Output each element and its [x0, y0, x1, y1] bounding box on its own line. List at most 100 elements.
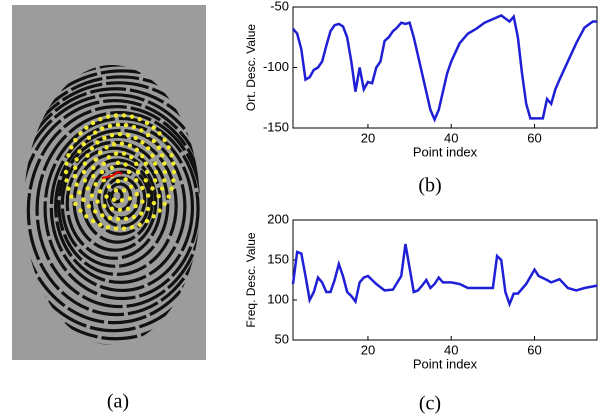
sample-point — [127, 143, 133, 148]
sample-point — [93, 130, 98, 135]
sample-point — [166, 145, 171, 150]
sample-point — [72, 165, 78, 170]
sample-point — [151, 138, 157, 144]
sample-point — [115, 179, 121, 184]
sample-point — [104, 194, 109, 199]
sample-point — [123, 177, 128, 182]
sample-point — [111, 197, 117, 202]
sample-point — [171, 169, 177, 175]
sample-point — [69, 145, 74, 150]
sample-point — [152, 161, 158, 166]
sample-point — [131, 214, 137, 220]
sample-point — [90, 218, 96, 224]
sample-point — [100, 126, 105, 131]
sample-point — [162, 201, 167, 207]
orientation-marker — [101, 170, 123, 179]
ridge — [24, 93, 200, 333]
sample-point — [119, 141, 125, 146]
sample-point — [137, 222, 142, 227]
sample-point — [140, 185, 145, 191]
ridge — [43, 116, 200, 301]
sample-point — [104, 145, 109, 150]
sample-point — [64, 161, 69, 166]
sample-point — [82, 178, 88, 183]
y-tick-label: 150 — [267, 251, 289, 266]
x-axis-label: Point index — [413, 356, 478, 371]
x-tick-label: 20 — [361, 342, 375, 357]
sample-point — [144, 218, 150, 224]
sample-point — [162, 137, 167, 143]
y-tick-label: -50 — [270, 0, 289, 13]
sample-point — [101, 178, 106, 183]
sample-point — [98, 189, 103, 194]
sample-points — [63, 113, 177, 231]
sample-point — [73, 201, 78, 207]
sample-point — [63, 169, 69, 175]
sample-point — [66, 186, 71, 191]
sample-point — [123, 122, 129, 128]
sample-point — [140, 140, 145, 145]
sample-point — [139, 211, 144, 216]
sample-point — [72, 174, 78, 179]
sample-point — [127, 196, 133, 201]
sample-point — [106, 155, 111, 160]
sample-point — [105, 114, 111, 119]
sample-point — [166, 194, 171, 199]
sample-point — [126, 169, 132, 175]
data-line — [292, 13, 597, 123]
sample-point — [159, 153, 165, 158]
sample-point — [77, 190, 82, 195]
y-tick-label: 200 — [267, 211, 289, 226]
sample-point — [140, 153, 145, 159]
sample-point — [143, 178, 149, 183]
sample-point — [85, 153, 90, 158]
caption: (c) — [419, 393, 441, 415]
ridge — [24, 87, 200, 341]
ridge — [97, 170, 147, 228]
y-tick-label: 100 — [267, 291, 289, 306]
sample-point — [159, 186, 165, 191]
sample-point — [123, 162, 128, 167]
sample-point — [152, 178, 158, 183]
sample-point — [86, 135, 92, 141]
sample-point — [78, 131, 83, 136]
sample-point — [66, 153, 71, 158]
y-axis-label: Ort. Desc. Value — [244, 24, 258, 111]
sample-point — [133, 203, 138, 209]
sample-point — [115, 217, 121, 222]
ridge — [57, 134, 178, 276]
sample-point — [129, 225, 135, 230]
sample-point — [90, 120, 96, 126]
ridge — [26, 105, 200, 317]
x-tick-label: 20 — [361, 130, 375, 145]
data-line — [291, 243, 598, 308]
sample-point — [151, 200, 157, 206]
ridge — [35, 110, 200, 309]
sample-point — [134, 178, 139, 183]
ridge — [103, 176, 141, 220]
sample-point — [106, 184, 111, 189]
sample-point — [78, 208, 83, 213]
sample-point — [113, 226, 119, 231]
sample-point — [85, 186, 90, 191]
sample-point — [137, 117, 142, 122]
sample-point — [98, 150, 103, 155]
sample-point — [91, 165, 96, 170]
sample-point — [144, 120, 150, 126]
y-tick-label: 50 — [275, 331, 289, 346]
sample-point — [115, 122, 121, 127]
sample-point — [113, 113, 119, 118]
sample-point — [105, 225, 111, 230]
y-tick-label: -150 — [263, 119, 289, 134]
ridge — [65, 146, 163, 260]
sample-point — [100, 213, 105, 218]
sample-point — [93, 182, 98, 187]
sample-point — [117, 132, 123, 137]
sample-point — [157, 208, 162, 213]
sample-point — [99, 169, 105, 175]
sample-point — [95, 199, 100, 204]
sample-point — [134, 147, 140, 153]
sample-point — [89, 193, 95, 198]
sample-point — [89, 146, 95, 151]
